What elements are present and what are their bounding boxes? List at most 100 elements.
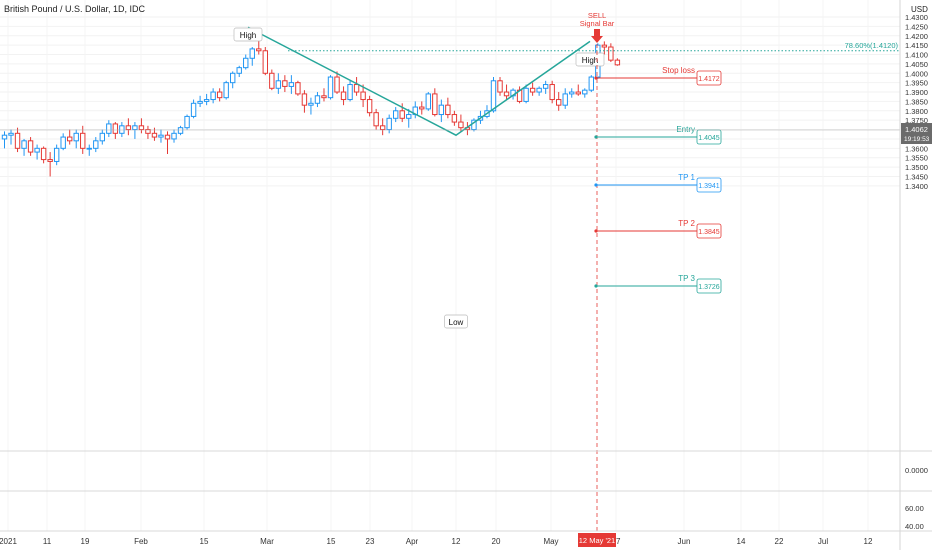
price-tick-label: 1.3900	[905, 88, 928, 97]
candle	[158, 129, 164, 143]
svg-text:High: High	[240, 31, 256, 40]
candle	[562, 88, 568, 109]
candle	[529, 82, 536, 96]
candle	[138, 118, 145, 134]
svg-text:Entry: Entry	[676, 125, 695, 134]
time-tick-label: 14	[737, 537, 746, 546]
candle	[608, 43, 614, 63]
candle	[503, 84, 510, 100]
svg-text:Low: Low	[449, 318, 464, 327]
candle	[177, 125, 184, 136]
candle	[582, 88, 588, 98]
candle	[119, 122, 125, 138]
candle	[197, 95, 203, 108]
price-tick-label: 1.3800	[905, 107, 928, 116]
price-tick-label: 1.3600	[905, 144, 928, 153]
candle	[21, 138, 27, 156]
price-tick-label: 1.4300	[905, 13, 928, 22]
time-tick-label: 22	[775, 537, 784, 546]
candle	[86, 144, 92, 156]
candle	[171, 129, 177, 143]
time-axis: 2021 11 19 Feb 15 Mar 15 23 Apr 12 20 May 17 Jun 14 22 J…	[0, 533, 873, 547]
candle	[210, 88, 216, 104]
candle	[8, 129, 14, 145]
price-tick-label: 1.4150	[905, 41, 928, 50]
candle	[321, 88, 327, 102]
candle	[236, 65, 242, 78]
candle	[360, 84, 366, 108]
price-tick-label: 1.3400	[905, 182, 928, 191]
candle	[190, 99, 197, 119]
candle	[490, 77, 497, 113]
svg-text:TP 1: TP 1	[678, 173, 695, 182]
candle	[347, 80, 353, 102]
candle	[588, 75, 594, 93]
candle	[569, 88, 575, 98]
candle	[145, 125, 151, 139]
indicator-1-label: 0.0000	[905, 466, 928, 475]
time-tick-label: 12	[452, 537, 461, 546]
time-tick-label: 17	[612, 537, 621, 546]
price-axis: 1.43001.42501.42001.41501.41001.40501.40…	[901, 13, 932, 531]
candle	[497, 77, 503, 96]
candle	[27, 137, 34, 156]
current-price-tag: 1.4062 19:19:53	[901, 123, 932, 144]
time-tick-label: 11	[43, 537, 52, 546]
indicator-2-label-b: 40.00	[905, 522, 924, 531]
time-tick-label: Feb	[134, 537, 148, 546]
candle	[432, 88, 438, 117]
highlighted-date: 12 May '21	[578, 533, 616, 547]
svg-text:1.3726: 1.3726	[698, 284, 720, 291]
candle	[184, 114, 190, 130]
candle	[601, 41, 608, 55]
level-tp-2[interactable]: TP 21.3845	[594, 219, 722, 239]
currency-label: USD	[911, 5, 928, 14]
sell-arrow-icon	[591, 29, 603, 43]
price-tick-label: 1.3550	[905, 154, 928, 163]
candle	[340, 86, 347, 106]
price-tick-label: 1.4100	[905, 51, 928, 60]
candle	[451, 110, 458, 126]
high-label-2: High	[575, 52, 605, 67]
time-tick-label: 15	[200, 537, 209, 546]
svg-text:12 May '21: 12 May '21	[579, 536, 615, 545]
fib-label: 78.60%(1.4120)	[845, 41, 899, 50]
candles	[1, 28, 621, 177]
price-tick-label: 1.4050	[905, 60, 928, 69]
candle	[295, 80, 301, 96]
time-tick-label: 19	[81, 537, 90, 546]
candle	[53, 144, 60, 166]
price-tick-label: 1.3750	[905, 116, 928, 125]
svg-text:High: High	[582, 56, 598, 65]
high-label-1: High	[233, 27, 263, 42]
price-tick-label: 1.3850	[905, 97, 928, 106]
candle	[327, 75, 334, 100]
candle	[471, 118, 477, 132]
candle	[14, 127, 21, 153]
candle	[243, 54, 249, 70]
candle	[93, 137, 99, 153]
candle	[445, 97, 451, 119]
candle	[542, 80, 549, 94]
time-tick-label: 23	[366, 537, 375, 546]
time-tick-label: Apr	[406, 537, 419, 546]
svg-text:TP 3: TP 3	[678, 274, 695, 283]
level-tp-3[interactable]: TP 31.3726	[594, 274, 722, 294]
price-tick-label: 1.3450	[905, 172, 928, 181]
candle	[406, 108, 412, 128]
svg-text:TP 2: TP 2	[678, 219, 695, 228]
candle	[269, 69, 275, 91]
svg-text:1.3845: 1.3845	[698, 229, 720, 236]
level-tp-1[interactable]: TP 11.3941	[594, 173, 722, 193]
svg-text:1.4045: 1.4045	[698, 135, 720, 142]
candle	[34, 144, 40, 160]
candle	[301, 90, 308, 113]
indicator-2-label-a: 60.00	[905, 504, 924, 513]
time-tick-label: Mar	[260, 537, 274, 546]
time-tick-label: 12	[864, 537, 873, 546]
candle	[132, 122, 138, 139]
time-tick-label: Jun	[678, 537, 691, 546]
